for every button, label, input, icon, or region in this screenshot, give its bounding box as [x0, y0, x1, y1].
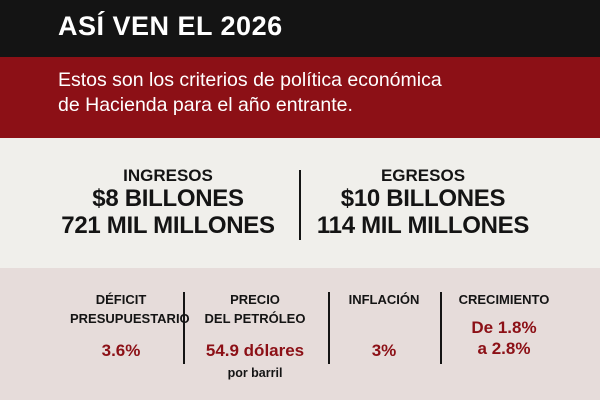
oil-price-value: 54.9 dólares: [205, 341, 305, 360]
ingresos-amount-line-2: 721 MIL MILLONES: [61, 212, 275, 239]
intro-line-1: Estos son los criterios de política econ…: [58, 69, 442, 91]
inflation-value: 3%: [371, 341, 397, 360]
egresos-amount-line-1: $10 BILLONES: [340, 185, 506, 212]
egresos-amount-line-2: 114 MIL MILLONES: [316, 212, 530, 239]
growth-value-line-2: a 2.8%: [477, 339, 531, 358]
deficit-label-line-1: DÉFICIT: [95, 292, 147, 307]
egresos-block: EGRESOS $10 BILLONES 114 MIL MILLONES: [303, 166, 543, 239]
oil-price-label-line-1: PRECIO: [230, 292, 280, 307]
budget-summary: INGRESOS $8 BILLONES 721 MIL MILLONES EG…: [0, 138, 600, 268]
intro-line-2: de Hacienda para el año entrante.: [58, 94, 353, 116]
ingresos-block: INGRESOS $8 BILLONES 721 MIL MILLONES: [48, 166, 288, 239]
inflation-indicator: INFLACIÓN 3%: [332, 290, 436, 361]
title-bar: ASÍ VEN EL 2026: [0, 0, 600, 57]
page-title: ASÍ VEN EL 2026: [58, 11, 283, 41]
indicators-panel: DÉFICIT PRESUPUESTARIO 3.6% PRECIO DEL P…: [0, 268, 600, 400]
indicator-divider-2: [328, 292, 330, 364]
growth-value-line-1: De 1.8%: [471, 318, 537, 337]
ingresos-amount-line-1: $8 BILLONES: [92, 185, 244, 212]
growth-label: CRECIMIENTO: [458, 292, 550, 307]
indicator-divider-1: [183, 292, 185, 364]
deficit-value: 3.6%: [101, 341, 141, 360]
growth-indicator: CRECIMIENTO De 1.8% a 2.8%: [448, 290, 560, 359]
egresos-label: EGRESOS: [380, 166, 466, 185]
oil-price-indicator: PRECIO DEL PETRÓLEO 54.9 dólares por bar…: [185, 290, 325, 381]
ingresos-label: INGRESOS: [123, 166, 213, 185]
deficit-label-line-2: PRESUPUESTARIO: [70, 311, 190, 326]
deficit-indicator: DÉFICIT PRESUPUESTARIO 3.6%: [70, 290, 190, 361]
intro-banner: Estos son los criterios de política econ…: [0, 57, 600, 138]
indicator-divider-3: [440, 292, 442, 364]
oil-price-note: por barril: [227, 366, 283, 380]
inflation-label: INFLACIÓN: [348, 292, 420, 307]
oil-price-label-line-2: DEL PETRÓLEO: [204, 311, 306, 326]
summary-divider: [299, 170, 301, 240]
